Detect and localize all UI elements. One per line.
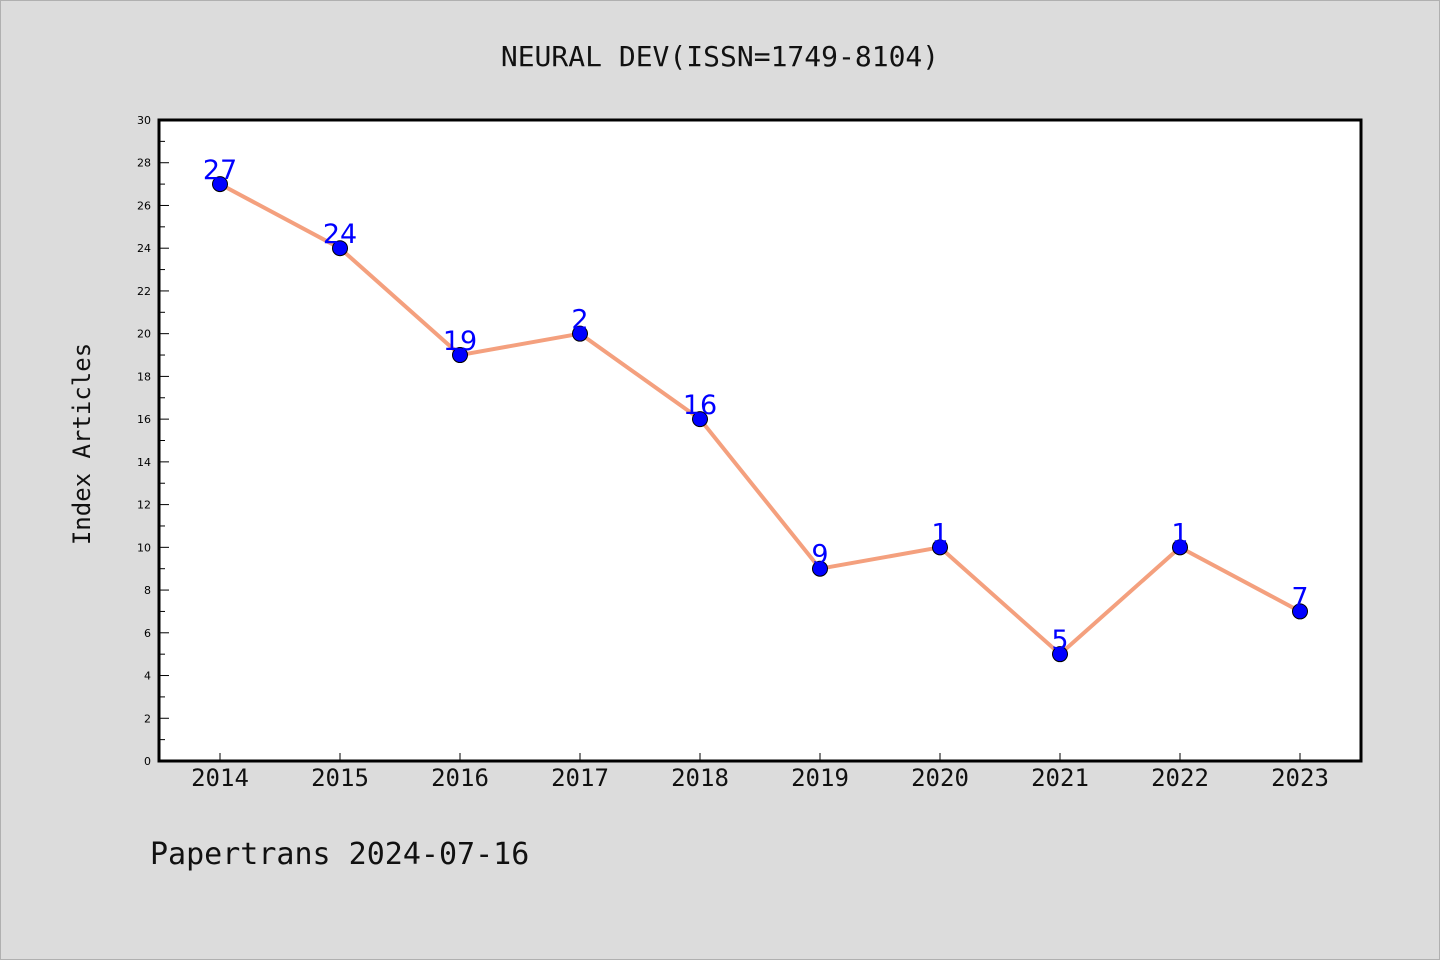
data-label: 1 [931, 518, 948, 549]
data-point [212, 176, 228, 193]
data-point [572, 325, 588, 342]
x-tick-label: 2016 [431, 764, 489, 792]
x-tick-label: 2023 [1271, 764, 1329, 792]
series-line [219, 182, 1301, 657]
data-label: 24 [323, 219, 357, 250]
y-tick-label: 26 [137, 199, 151, 212]
x-tick-label: 2021 [1031, 764, 1089, 792]
data-point [332, 240, 348, 257]
data-label: 19 [443, 326, 477, 357]
data-label: 9 [811, 540, 828, 571]
x-tick-label: 2022 [1151, 764, 1209, 792]
plot-area [157, 118, 1363, 763]
data-label: 16 [683, 390, 717, 421]
x-tick-label: 2020 [911, 764, 969, 792]
y-tick-label: 10 [137, 541, 151, 554]
data-label: 5 [1051, 625, 1068, 656]
series-points [212, 176, 1308, 663]
chart-title: NEURAL DEV(ISSN=1749-8104) [501, 40, 939, 73]
y-tick-label: 8 [144, 584, 151, 597]
data-label: 1 [1171, 518, 1188, 549]
data-point [1172, 539, 1188, 556]
data-label: 7 [1291, 582, 1308, 613]
y-tick-label: 0 [144, 755, 151, 768]
data-point [1052, 646, 1068, 663]
y-tick-label: 28 [137, 157, 151, 170]
y-tick-label: 16 [137, 413, 151, 426]
y-tick-label: 22 [137, 285, 151, 298]
x-tick-label: 2019 [791, 764, 849, 792]
y-tick-label: 20 [137, 328, 151, 341]
data-point [692, 411, 708, 428]
y-tick-label: 24 [137, 242, 151, 255]
y-tick-label: 2 [144, 712, 151, 725]
x-tick-label: 2015 [311, 764, 369, 792]
x-axis: 2014 2015 2016 2017 2018 2019 2020 2021 2022 2023 [191, 753, 1329, 792]
data-label: 2 [571, 305, 588, 336]
footer-text: Papertrans 2024-07-16 [150, 837, 529, 872]
y-tick-label: 30 [137, 114, 151, 127]
y-tick-label: 12 [137, 499, 151, 512]
x-tick-label: 2017 [551, 764, 609, 792]
data-labels: 27 24 19 2 16 9 1 5 1 7 [203, 155, 1309, 656]
y-tick-label: 4 [144, 670, 151, 683]
data-point [452, 347, 468, 364]
y-tick-label: 14 [137, 456, 151, 469]
x-tick-label: 2014 [191, 764, 249, 792]
series-polyline [219, 182, 1301, 657]
y-tick-label: 18 [137, 370, 151, 383]
data-point [932, 539, 948, 556]
x-tick-label: 2018 [671, 764, 729, 792]
data-point [812, 560, 828, 577]
y-tick-label: 6 [144, 627, 151, 640]
data-point [1292, 603, 1308, 620]
y-axis-label: Index Articles [68, 343, 96, 545]
data-label: 27 [203, 155, 237, 186]
